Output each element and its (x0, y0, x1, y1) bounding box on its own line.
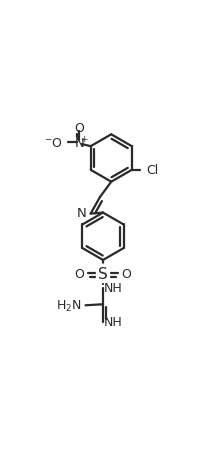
Text: NH: NH (103, 281, 122, 294)
Text: Cl: Cl (146, 164, 158, 177)
Text: N: N (77, 207, 87, 220)
Text: NH: NH (104, 316, 123, 329)
Text: +: + (80, 135, 88, 144)
Text: S: S (98, 266, 108, 281)
Text: H$_2$N: H$_2$N (56, 298, 82, 313)
Text: $\mathrm{N}$: $\mathrm{N}$ (74, 136, 85, 150)
Text: O: O (74, 121, 84, 135)
Text: O: O (122, 267, 132, 280)
Text: $^{-}$O: $^{-}$O (44, 136, 63, 150)
Text: O: O (74, 267, 84, 280)
